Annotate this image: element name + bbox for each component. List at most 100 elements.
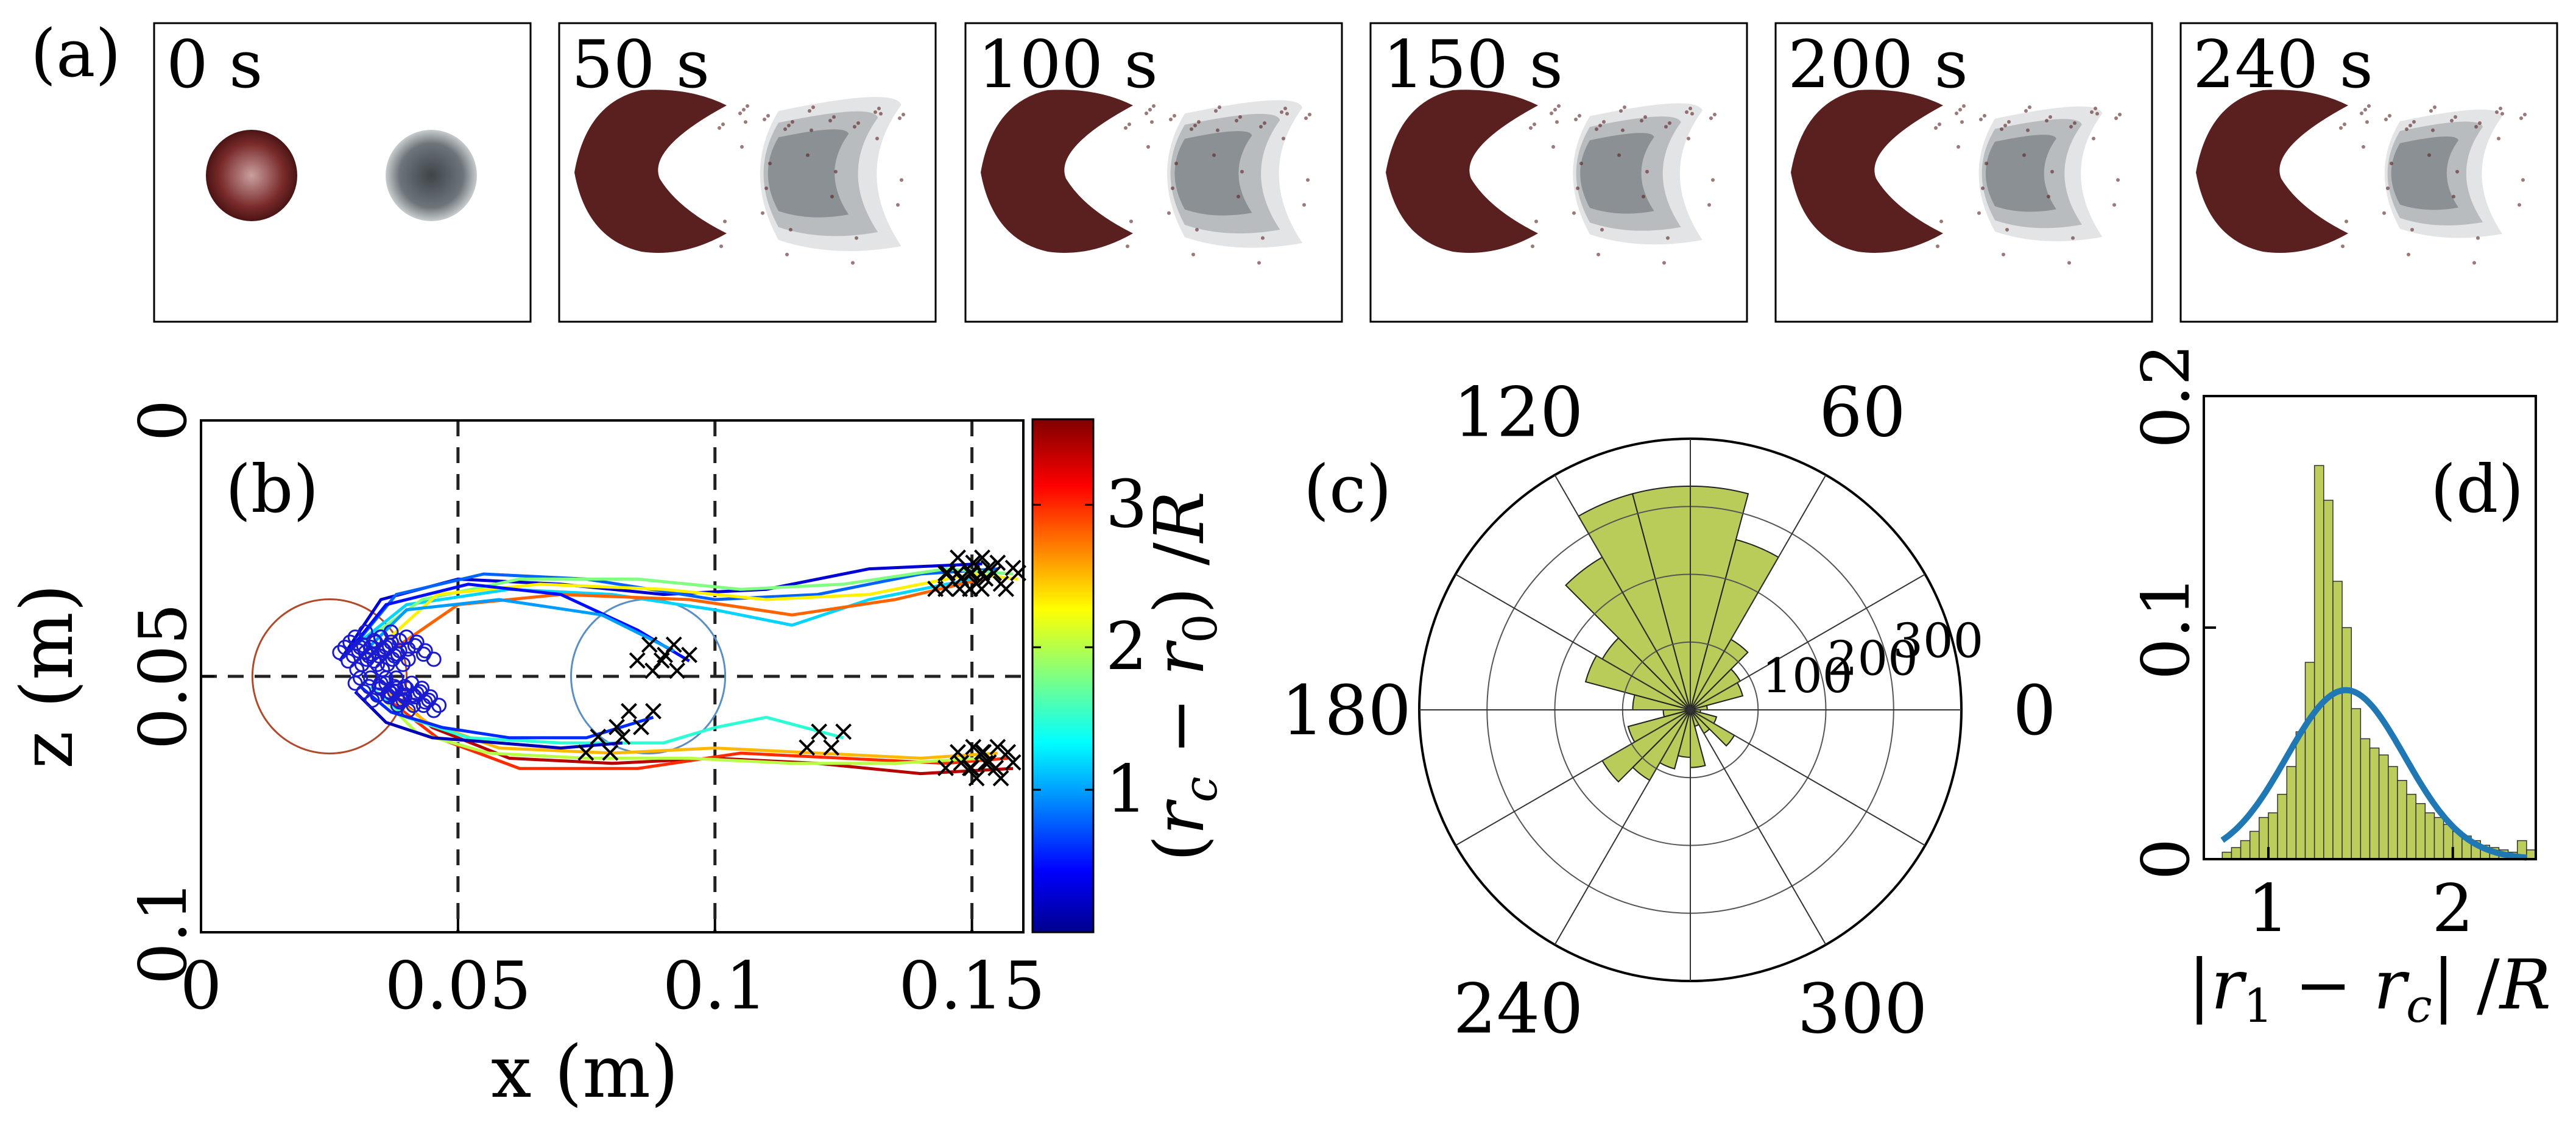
wake-dot	[785, 252, 789, 257]
wake-dot	[2454, 115, 2457, 119]
histogram-bar	[2295, 731, 2306, 860]
wake-dot	[1145, 112, 1148, 115]
histogram-bar	[2388, 766, 2398, 860]
wake-dot	[1579, 161, 1583, 166]
start-marker	[397, 679, 412, 695]
lower-trajectory	[359, 685, 654, 740]
wake-dot	[1621, 128, 1625, 132]
wake-dot	[1173, 114, 1176, 118]
y-tick-label: 0.05	[125, 603, 202, 749]
wake-dot	[2345, 219, 2348, 224]
frame-strip: 0 s 50 s 100 s 150 s 200 s 240 s	[153, 22, 2558, 323]
wake-dot	[1285, 112, 1289, 116]
end-marker	[937, 759, 954, 776]
end-marker	[669, 662, 685, 679]
wake-dot	[1619, 109, 1623, 113]
start-marker	[412, 684, 428, 700]
wake-dot	[851, 261, 855, 265]
x-tick-label: 1	[2248, 871, 2290, 947]
histogram-bar	[2443, 824, 2454, 860]
wake-dot	[1685, 110, 1689, 114]
trajectory-ticks: 0 0.05 0.1 0.15 0 0.05 0.1	[125, 400, 1045, 1024]
start-marker	[353, 670, 369, 686]
wake-dot	[1261, 236, 1265, 240]
histogram-bar	[2397, 780, 2407, 860]
wake-dot	[1668, 121, 1671, 125]
start-marker	[387, 648, 403, 664]
lower-trajectory	[369, 685, 844, 745]
wake-dot	[1190, 127, 1193, 131]
wake-dot	[2047, 194, 2050, 199]
wake-dot	[1576, 186, 1579, 190]
wake-dot	[2000, 127, 2003, 131]
start-marker	[387, 679, 403, 695]
polar-radius-label: 200	[1827, 631, 1918, 686]
wake-dot	[2500, 112, 2504, 116]
wake-dot	[2114, 116, 2118, 120]
wake-dot	[1171, 186, 1174, 190]
end-marker	[811, 723, 828, 740]
wake-dot	[1193, 124, 1197, 127]
polar-angle-label: 120	[1453, 374, 1584, 453]
wake-dot	[1280, 110, 1283, 114]
histogram-bar	[2313, 465, 2324, 860]
lower-trajectory	[395, 695, 1014, 776]
start-marker	[417, 643, 433, 659]
wake-dot	[898, 116, 902, 120]
wake-dot	[719, 244, 723, 249]
wake-dot	[2048, 115, 2052, 119]
upper-trajectory	[344, 583, 690, 662]
histogram-bar	[2332, 581, 2343, 860]
panel-a-label: (a)	[30, 16, 121, 92]
rear-crescent	[1580, 133, 1654, 214]
wake-dot	[1934, 126, 1938, 130]
y-tick-label: 0	[125, 400, 202, 442]
wake-dot	[2005, 228, 2009, 232]
histogram-bar	[2526, 849, 2536, 860]
start-marker	[395, 656, 411, 672]
start-marker	[341, 653, 356, 669]
wake-dot	[1302, 203, 1306, 207]
wake-dot	[2388, 114, 2391, 118]
frame-3: 150 s	[1369, 22, 1748, 323]
start-marker	[361, 648, 377, 664]
wake-dot	[1174, 161, 1178, 166]
histogram-bar	[2240, 840, 2251, 860]
wake-dot	[1150, 120, 1154, 124]
wake-dot	[1146, 145, 1150, 149]
wake-dot	[1531, 244, 1534, 249]
wake-dot	[2073, 121, 2077, 125]
wake-dot	[1983, 114, 1986, 118]
wake-dot	[808, 109, 811, 113]
wake-dot	[2433, 105, 2437, 109]
trajectory-xlabel: x (m)	[491, 1030, 679, 1114]
end-marker	[953, 754, 970, 771]
wake-dot	[834, 169, 838, 174]
polar-radius-label: 100	[1762, 649, 1852, 704]
end-marker	[629, 652, 646, 669]
upper-trajectory	[359, 598, 675, 657]
wake-dot	[2405, 127, 2408, 131]
end-marker	[653, 652, 670, 669]
histogram-bar	[2268, 812, 2278, 860]
upper-trajectory	[364, 567, 1014, 642]
start-marker	[415, 698, 431, 714]
wake-dot	[742, 108, 746, 112]
end-marker	[621, 703, 637, 720]
wake-dot	[1551, 145, 1555, 149]
wake-dot	[1689, 107, 1692, 110]
wake-dot	[1574, 118, 1578, 121]
start-marker	[421, 692, 437, 708]
front-drop	[206, 130, 297, 221]
colorbar	[1031, 418, 1095, 933]
wake-dot	[763, 118, 766, 121]
end-marker	[950, 564, 966, 581]
end-marker	[835, 723, 852, 740]
histogram-bar	[2424, 812, 2435, 860]
end-marker	[799, 739, 816, 756]
start-marker	[356, 684, 372, 700]
svg-text:|r1 − rc| /R: |r1 − rc| /R	[2188, 946, 2551, 1033]
end-marker	[633, 718, 649, 735]
rear-crescent	[768, 129, 849, 218]
wake-dot	[2339, 126, 2343, 130]
